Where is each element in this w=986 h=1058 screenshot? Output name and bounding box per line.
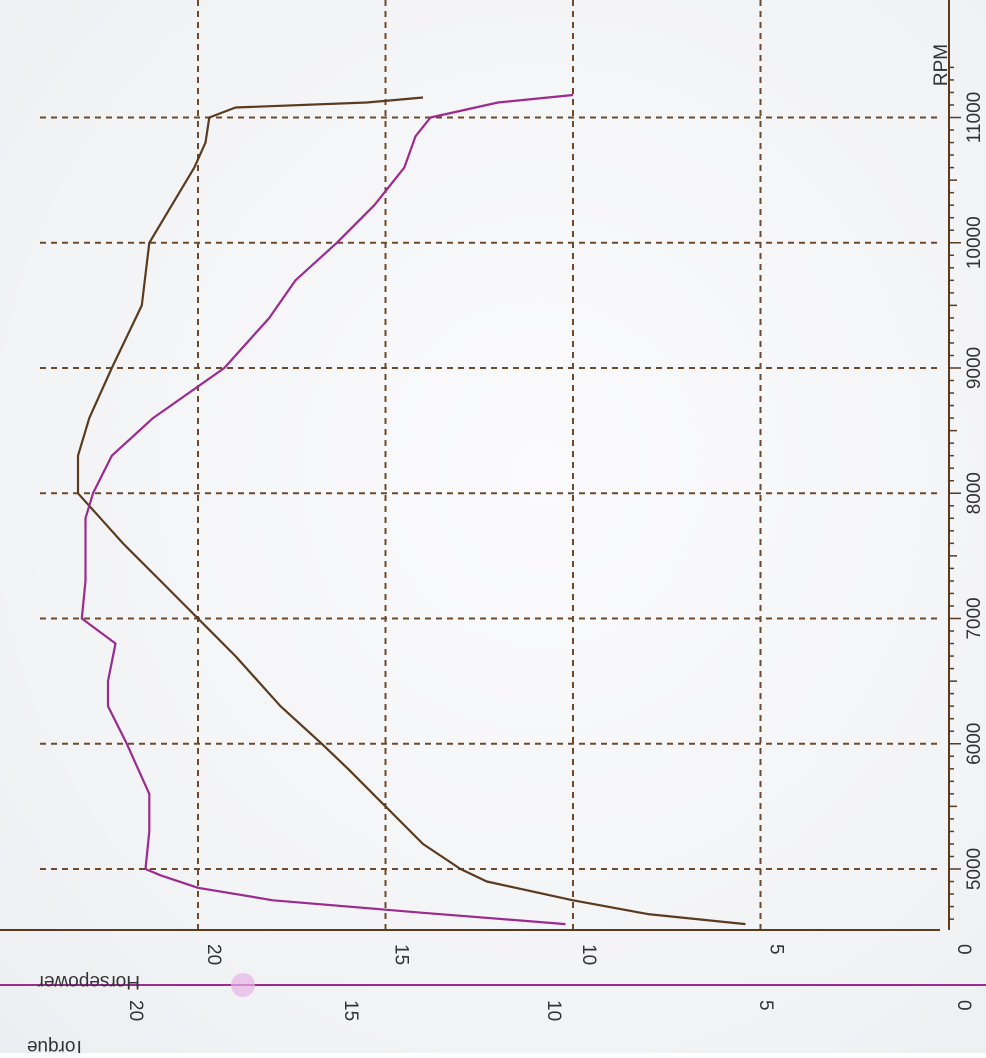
torque-axis-label: Torque bbox=[27, 1036, 85, 1053]
label-layer: 5000 6000 7000 8000 9000 10000 11000 RPM 0 5 10 15 2… bbox=[27, 44, 985, 1057]
rpm-tick-label: 5000 bbox=[964, 848, 985, 890]
horsepower-tick-label: 15 bbox=[391, 944, 412, 965]
series-layer bbox=[76, 93, 746, 926]
rpm-axis-label: RPM bbox=[931, 44, 952, 86]
rpm-tick-label: 10000 bbox=[964, 216, 985, 269]
torque-tick-label: 15 bbox=[340, 1000, 361, 1021]
grid-layer bbox=[40, 0, 940, 930]
torque-tick-label: 0 bbox=[953, 1000, 974, 1011]
torque-curve bbox=[80, 93, 574, 926]
horsepower-curve bbox=[76, 96, 746, 926]
rpm-tick-label: 11000 bbox=[964, 92, 985, 143]
torque-tick-label: 20 bbox=[125, 1000, 146, 1021]
horsepower-axis-label: Horsepower bbox=[37, 971, 140, 992]
rpm-tick-label: 8000 bbox=[964, 472, 985, 514]
rpm-tick-label: 7000 bbox=[964, 597, 985, 639]
smudge-mark bbox=[231, 973, 255, 997]
horsepower-tick-label: 10 bbox=[578, 944, 599, 965]
torque-tick-label: 5 bbox=[755, 1000, 776, 1011]
rpm-tick-label: 6000 bbox=[964, 723, 985, 765]
axis-layer bbox=[0, 0, 986, 997]
torque-tick-label: 10 bbox=[543, 1000, 564, 1021]
rpm-tick-label: 9000 bbox=[964, 347, 985, 389]
horsepower-tick-label: 20 bbox=[203, 944, 224, 965]
horsepower-tick-label: 0 bbox=[953, 944, 974, 955]
horsepower-tick-label: 5 bbox=[766, 944, 787, 955]
